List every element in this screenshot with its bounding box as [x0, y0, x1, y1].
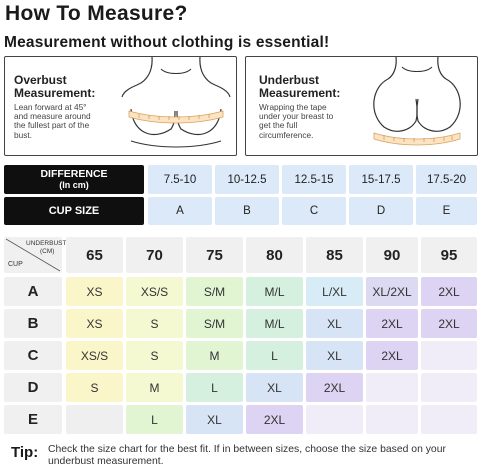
size-cell: S/M: [186, 309, 243, 338]
size-chart-corner: UNDERBUST (CM) CUP: [4, 237, 66, 273]
size-cell-empty: [366, 405, 418, 434]
size-cell: L: [126, 405, 183, 434]
underbust-desc-line-2: under your breast to: [259, 111, 334, 122]
size-cell: XL: [186, 405, 243, 434]
underbust-description: Wrapping the tape under your breast to g…: [259, 102, 334, 140]
size-cell: S/M: [186, 277, 243, 306]
corner-diagonal: [5, 238, 61, 272]
difference-value: 15-17.5: [349, 165, 413, 194]
cup-value: C: [282, 197, 346, 225]
underbust-desc-line-4: circumference.: [259, 129, 314, 140]
size-cell-empty: [366, 373, 418, 402]
size-cell: 2XL: [366, 309, 418, 338]
size-cell: M/L: [246, 277, 303, 306]
cup-row-header: A: [4, 277, 62, 306]
cup-value: A: [148, 197, 212, 225]
size-cell: XL: [246, 373, 303, 402]
underbust-header: 80: [246, 237, 303, 273]
size-cell: 2XL: [306, 373, 363, 402]
size-cell: 2XL: [366, 341, 418, 370]
cup-size-label-text: CUP SIZE: [48, 205, 100, 217]
size-cell-empty: [421, 341, 477, 370]
underbust-header: 70: [126, 237, 183, 273]
difference-label-text: DIFFERENCE: [40, 168, 108, 180]
page-subtitle: Measurement without clothing is essentia…: [4, 34, 330, 51]
size-cell: S: [66, 373, 123, 402]
cup-row-header: B: [4, 309, 62, 338]
underbust-heading-line-1: Underbust: [259, 73, 319, 87]
cup-row-header: C: [4, 341, 62, 370]
tip-text: Check the size chart for the best fit. I…: [48, 444, 446, 467]
difference-value: 12.5-15: [282, 165, 346, 194]
size-cell: XL: [306, 309, 363, 338]
size-cell: XS/S: [66, 341, 123, 370]
overbust-desc-line-3: the fullest part of the: [14, 120, 90, 131]
size-cell-empty: [421, 373, 477, 402]
size-cell: M: [186, 341, 243, 370]
overbust-desc-line-2: and measure around: [14, 111, 91, 122]
size-cell: L: [246, 341, 303, 370]
size-cell: 2XL: [246, 405, 303, 434]
overbust-illustration: [121, 57, 231, 148]
corner-cup-label: CUP: [8, 261, 23, 268]
size-cell: XL: [306, 341, 363, 370]
overbust-heading-line-1: Overbust: [14, 73, 67, 87]
corner-underbust-label: UNDERBUST: [26, 240, 67, 247]
overbust-heading: Overbust Measurement:: [14, 74, 95, 100]
cup-size-label: CUP SIZE: [4, 197, 144, 225]
cup-value: D: [349, 197, 413, 225]
size-cell: XS: [66, 277, 123, 306]
size-cell: S: [126, 309, 183, 338]
underbust-illustration: [373, 57, 461, 146]
size-cell-empty: [421, 405, 477, 434]
underbust-header: 85: [306, 237, 363, 273]
underbust-heading-line-2: Measurement:: [259, 86, 341, 100]
size-cell: 2XL: [421, 309, 477, 338]
size-cell: S: [126, 341, 183, 370]
overbust-panel: Overbust Measurement: Lean forward at 45…: [4, 56, 237, 156]
size-cell: XS/S: [126, 277, 183, 306]
tip-label: Tip:: [11, 444, 39, 461]
cup-value: E: [416, 197, 477, 225]
size-cell-empty: [66, 405, 123, 434]
underbust-header: 75: [186, 237, 243, 273]
difference-value: 17.5-20: [416, 165, 477, 194]
cup-row-header: D: [4, 373, 62, 402]
underbust-panel: Underbust Measurement: Wrapping the tape…: [245, 56, 478, 156]
size-cell-empty: [306, 405, 363, 434]
cup-row-header: E: [4, 405, 62, 434]
difference-value: 7.5-10: [148, 165, 212, 194]
underbust-heading: Underbust Measurement:: [259, 74, 340, 100]
overbust-desc-line-1: Lean forward at 45°: [14, 102, 87, 112]
difference-label: DIFFERENCE (In cm): [4, 165, 144, 194]
underbust-header: 90: [366, 237, 418, 273]
overbust-heading-line-2: Measurement:: [14, 86, 96, 100]
size-cell: M/L: [246, 309, 303, 338]
size-cell: XS: [66, 309, 123, 338]
difference-value: 10-12.5: [215, 165, 279, 194]
size-cell: XL/2XL: [366, 277, 418, 306]
cup-value: B: [215, 197, 279, 225]
underbust-desc-line-3: get the full: [259, 120, 298, 131]
corner-unit-label: (CM): [40, 248, 55, 255]
size-cell: L/XL: [306, 277, 363, 306]
size-cell: L: [186, 373, 243, 402]
difference-unit-text: (In cm): [59, 180, 89, 190]
size-cell: 2XL: [421, 277, 477, 306]
overbust-desc-line-4: bust.: [14, 129, 32, 140]
page-title: How To Measure?: [5, 2, 188, 25]
underbust-desc-line-1: Wrapping the tape: [259, 102, 327, 112]
overbust-description: Lean forward at 45° and measure around t…: [14, 102, 91, 140]
size-cell: M: [126, 373, 183, 402]
underbust-header: 95: [421, 237, 477, 273]
underbust-header: 65: [66, 237, 123, 273]
